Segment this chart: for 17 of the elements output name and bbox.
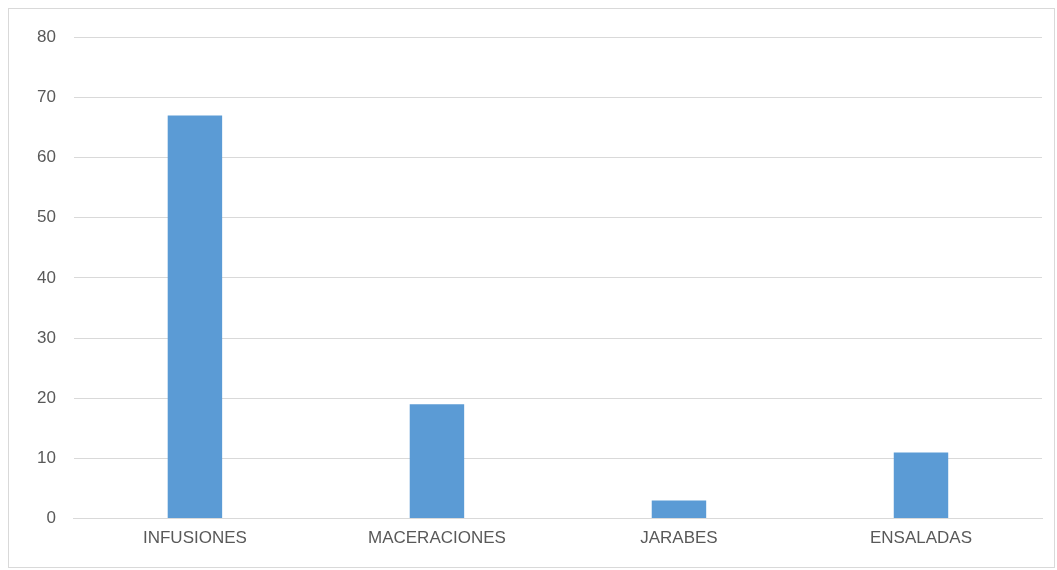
y-tick-label: 0 [46, 508, 56, 528]
y-tick-label: 10 [36, 448, 56, 468]
bar [893, 452, 949, 519]
y-tick-label: 40 [36, 267, 56, 287]
y-tick-label: 20 [36, 387, 56, 407]
x-tick-label: INFUSIONES [142, 528, 247, 548]
y-tick-label: 60 [36, 147, 56, 167]
bar [651, 500, 707, 519]
bar [167, 115, 223, 519]
y-tick-label: 80 [36, 26, 56, 46]
bar [409, 404, 465, 519]
y-tick-label: 30 [36, 327, 56, 347]
y-tick-label: 70 [36, 87, 56, 107]
x-tick-label: MACERACIONES [367, 528, 506, 548]
y-tick-label: 50 [36, 207, 56, 227]
x-tick-label: JARABES [640, 528, 718, 548]
x-tick-label: ENSALADAS [869, 528, 973, 548]
